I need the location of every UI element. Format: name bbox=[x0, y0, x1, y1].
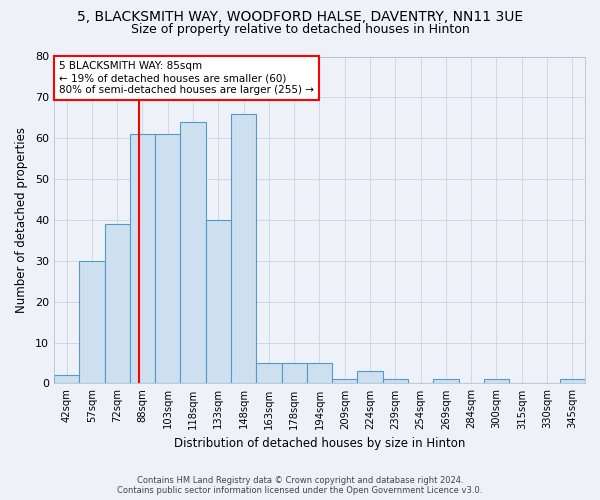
Text: 5 BLACKSMITH WAY: 85sqm
← 19% of detached houses are smaller (60)
80% of semi-de: 5 BLACKSMITH WAY: 85sqm ← 19% of detache… bbox=[59, 62, 314, 94]
Bar bbox=[54, 376, 79, 384]
Bar bbox=[484, 380, 509, 384]
Bar bbox=[433, 380, 458, 384]
Bar bbox=[281, 363, 307, 384]
Bar bbox=[307, 363, 332, 384]
Bar bbox=[383, 380, 408, 384]
Bar bbox=[256, 363, 281, 384]
Bar bbox=[560, 380, 585, 384]
Bar bbox=[104, 224, 130, 384]
Bar bbox=[130, 134, 155, 384]
Bar bbox=[155, 134, 181, 384]
Bar bbox=[206, 220, 231, 384]
Bar bbox=[79, 261, 104, 384]
Text: 5, BLACKSMITH WAY, WOODFORD HALSE, DAVENTRY, NN11 3UE: 5, BLACKSMITH WAY, WOODFORD HALSE, DAVEN… bbox=[77, 10, 523, 24]
Bar bbox=[358, 371, 383, 384]
Y-axis label: Number of detached properties: Number of detached properties bbox=[15, 127, 28, 313]
Bar bbox=[181, 122, 206, 384]
Bar bbox=[332, 380, 358, 384]
Bar bbox=[231, 114, 256, 384]
X-axis label: Distribution of detached houses by size in Hinton: Distribution of detached houses by size … bbox=[174, 437, 465, 450]
Text: Contains HM Land Registry data © Crown copyright and database right 2024.
Contai: Contains HM Land Registry data © Crown c… bbox=[118, 476, 482, 495]
Text: Size of property relative to detached houses in Hinton: Size of property relative to detached ho… bbox=[131, 22, 469, 36]
